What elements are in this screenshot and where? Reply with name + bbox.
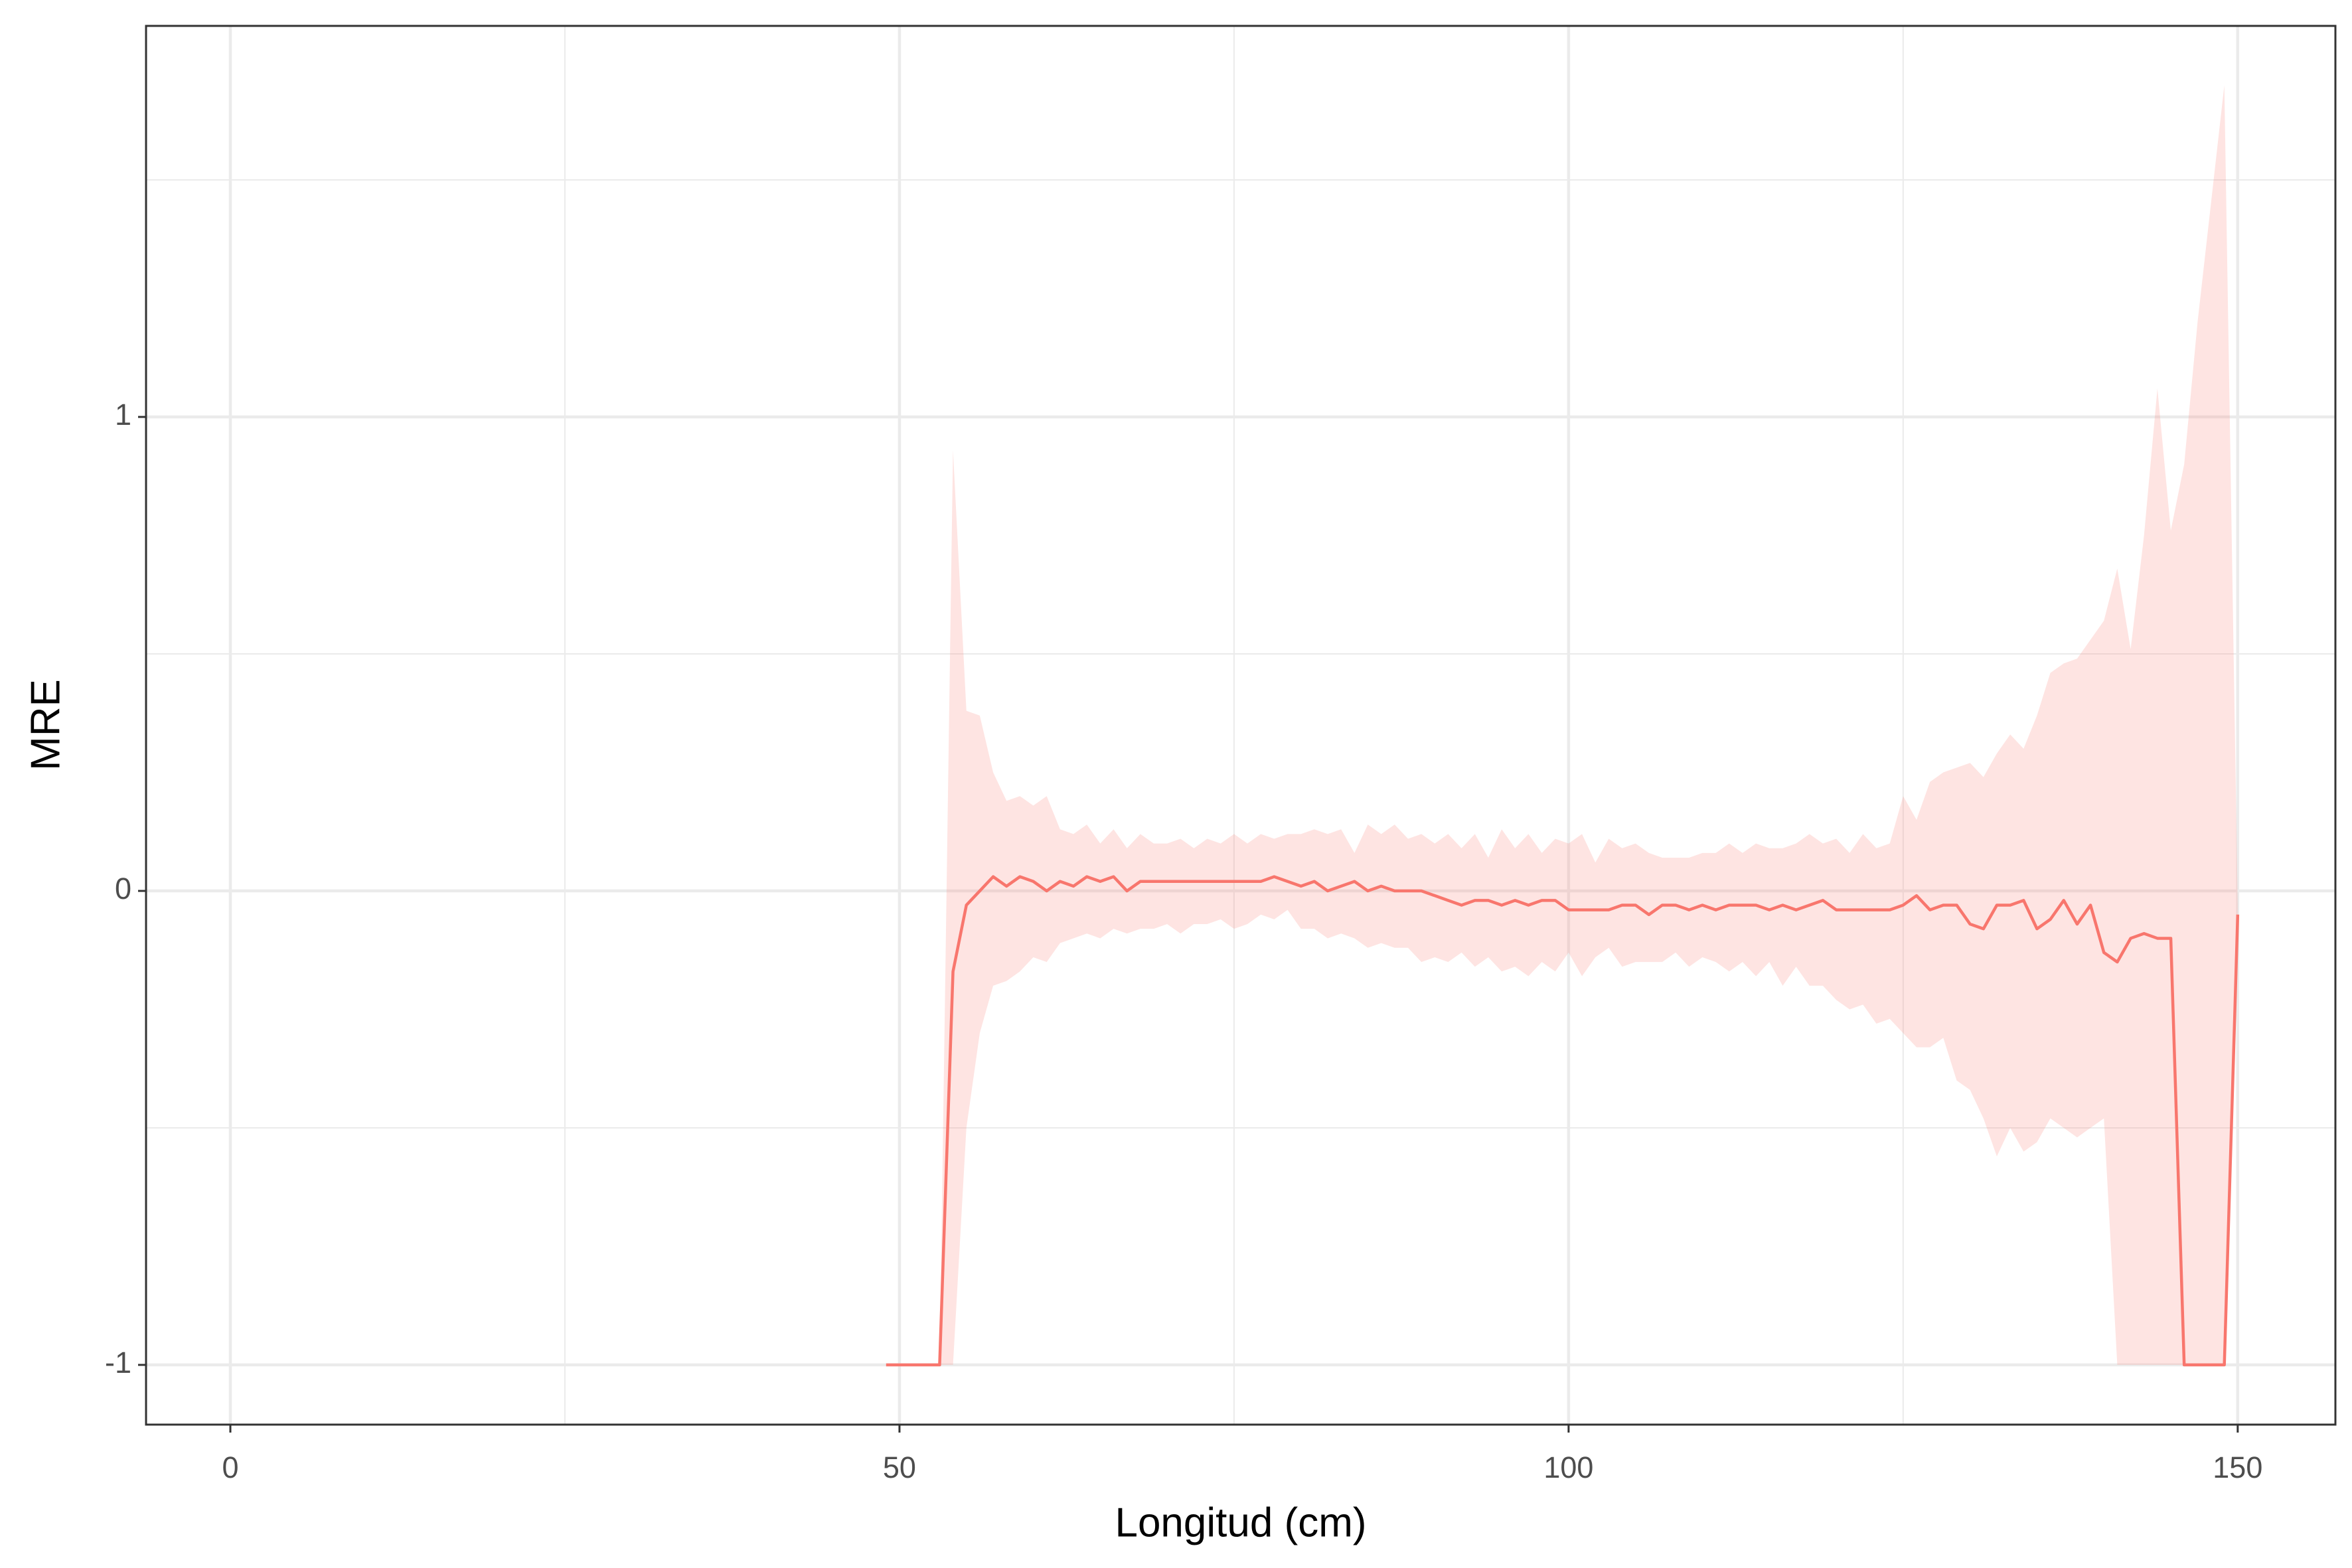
x-tick-label: 100 bbox=[1543, 1450, 1593, 1484]
y-tick-label: 1 bbox=[115, 398, 131, 431]
x-tick-label: 50 bbox=[883, 1450, 916, 1484]
y-tick-label: -1 bbox=[105, 1346, 131, 1379]
plot-border bbox=[145, 25, 2337, 1426]
x-axis-title: Longitud (cm) bbox=[1115, 1500, 1366, 1545]
x-tick-label: 150 bbox=[2213, 1450, 2262, 1484]
line bbox=[886, 875, 2240, 1367]
x-tick-label: 0 bbox=[222, 1450, 238, 1484]
y-axis-title: MRE bbox=[23, 679, 68, 771]
y-tick-label: 0 bbox=[115, 872, 131, 905]
